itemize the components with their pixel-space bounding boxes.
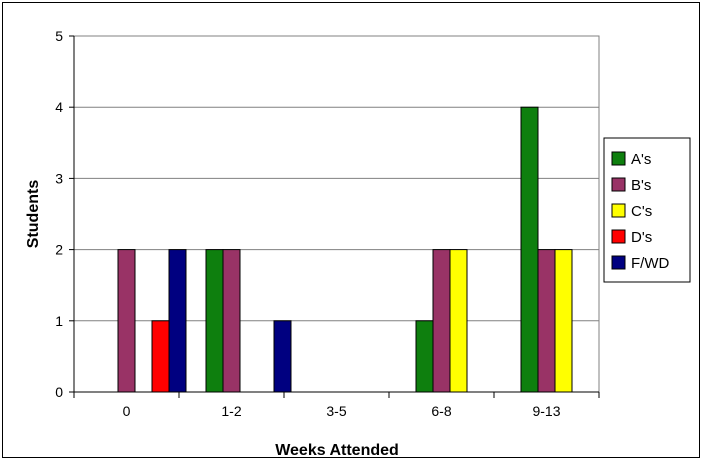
y-tick-label: 3 bbox=[55, 170, 63, 186]
axes bbox=[69, 35, 600, 398]
bar-fwd-1 bbox=[273, 320, 292, 393]
legend-label: F/WD bbox=[631, 255, 669, 272]
legend: A's B's C's D's F/WD bbox=[603, 137, 691, 283]
bar-cs-3 bbox=[449, 249, 468, 393]
y-axis-title: Students bbox=[25, 180, 42, 249]
bar-bs-1 bbox=[222, 249, 241, 393]
bar-bs-3 bbox=[432, 249, 451, 393]
legend-swatch bbox=[611, 203, 626, 218]
x-tick-label: 9-13 bbox=[532, 403, 560, 419]
legend-label: D's bbox=[631, 229, 652, 246]
y-tick-label: 5 bbox=[55, 28, 63, 44]
x-axis-title: Weeks Attended bbox=[275, 442, 399, 459]
bar-bs-0 bbox=[117, 249, 136, 393]
bar-ds-0 bbox=[151, 320, 170, 393]
legend-label: C's bbox=[631, 203, 652, 220]
legend-swatch bbox=[611, 255, 626, 270]
x-tick-label: 0 bbox=[123, 403, 131, 419]
x-tick-label: 3-5 bbox=[326, 403, 346, 419]
x-tick-label: 6-8 bbox=[431, 403, 451, 419]
y-tick-label: 4 bbox=[55, 99, 63, 115]
legend-label: A's bbox=[631, 151, 651, 168]
bar-cs-4 bbox=[554, 249, 573, 393]
legend-swatch bbox=[611, 229, 626, 244]
y-tick-label: 2 bbox=[55, 242, 63, 258]
legend-swatch bbox=[611, 151, 626, 166]
bar-as-1 bbox=[205, 249, 224, 393]
x-tick-label: 1-2 bbox=[221, 403, 241, 419]
bar-as-3 bbox=[415, 320, 434, 393]
legend-label: B's bbox=[631, 177, 651, 194]
legend-swatch bbox=[611, 177, 626, 192]
bar-fwd-0 bbox=[168, 249, 187, 393]
bar-as-4 bbox=[520, 106, 539, 393]
bar-bs-4 bbox=[537, 249, 556, 393]
y-tick-label: 0 bbox=[55, 384, 63, 400]
tick-labels: 0 1 2 3 4 5 0 1-2 3-5 6-8 9-13 bbox=[55, 28, 561, 419]
y-tick-label: 1 bbox=[55, 313, 63, 329]
